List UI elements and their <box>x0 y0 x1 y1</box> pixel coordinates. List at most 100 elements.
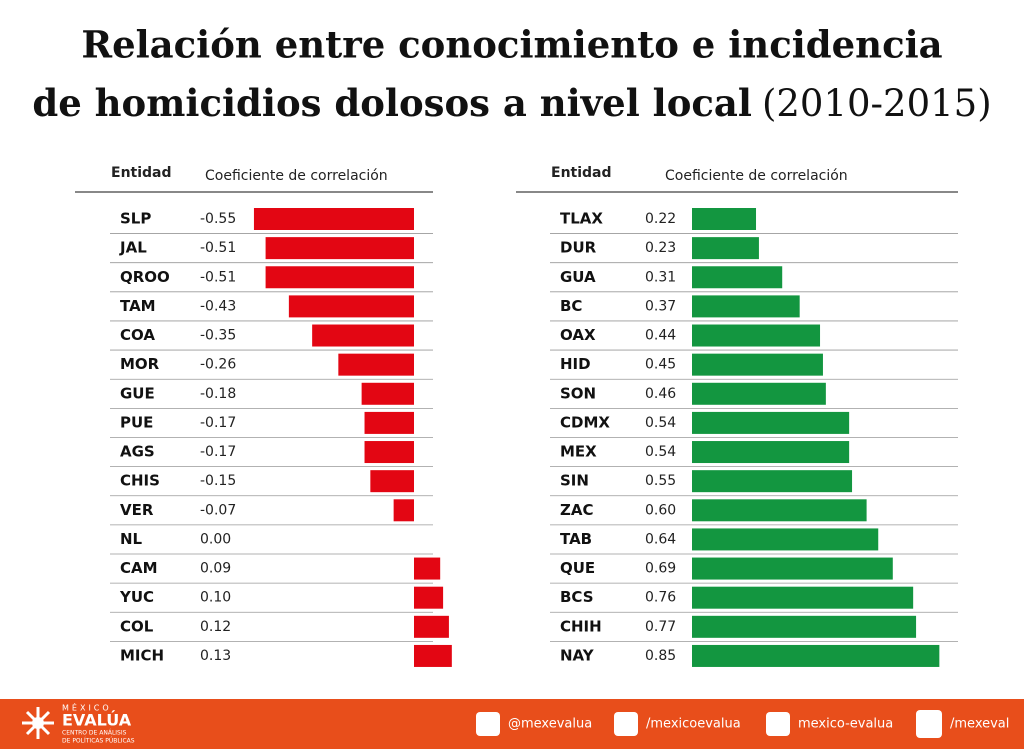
category-label: NAY <box>560 646 595 664</box>
value-label: 0.77 <box>645 619 676 635</box>
period: (2010-2015) <box>762 82 992 125</box>
value-label: 0.09 <box>200 561 231 577</box>
value-label: 0.12 <box>200 619 231 635</box>
footer-bar <box>0 699 1024 749</box>
value-label: -0.18 <box>200 386 236 402</box>
category-label: QUE <box>560 559 595 577</box>
bar <box>692 353 823 376</box>
bar <box>364 411 414 434</box>
bar <box>393 499 414 522</box>
bar <box>692 382 826 405</box>
value-label: 0.10 <box>200 590 231 606</box>
bar <box>414 586 444 609</box>
category-label: AGS <box>120 443 155 461</box>
value-label: 0.31 <box>645 269 676 285</box>
youtube-icon[interactable] <box>916 710 942 738</box>
bar <box>364 441 414 464</box>
bar <box>692 237 759 260</box>
social-handle[interactable]: mexico-evalua <box>798 717 893 732</box>
category-label: COA <box>120 326 155 344</box>
value-label: 0.22 <box>645 211 676 227</box>
title-line: de homicidios dolosos a nivel local (2010… <box>32 81 991 125</box>
bar <box>338 353 414 376</box>
category-label: SIN <box>560 472 589 490</box>
bar <box>414 644 452 667</box>
category-label: SON <box>560 384 596 402</box>
category-label: BCS <box>560 588 594 606</box>
value-label: -0.55 <box>200 211 236 227</box>
category-label: SLP <box>120 210 151 228</box>
value-label: -0.17 <box>200 444 236 460</box>
category-label: MICH <box>120 646 164 664</box>
category-label: VER <box>120 501 154 519</box>
category-label: CHIH <box>560 617 602 635</box>
category-label: OAX <box>560 326 596 344</box>
value-label: 0.46 <box>645 386 676 402</box>
bar <box>692 499 867 522</box>
logo <box>22 707 54 739</box>
social-handle[interactable]: /mexeval <box>950 717 1009 732</box>
category-label: TAM <box>120 297 156 315</box>
category-label: GUE <box>120 384 155 402</box>
value-label: -0.35 <box>200 328 236 344</box>
bar <box>692 208 757 230</box>
bar <box>312 324 414 347</box>
value-label: 0.85 <box>645 648 676 664</box>
category-label: HID <box>560 355 591 373</box>
column-header: Entidad <box>111 165 172 181</box>
category-label: GUA <box>560 268 596 286</box>
title-line: de homicidios dolosos a nivel local <box>32 81 752 125</box>
value-label: 0.54 <box>645 415 676 431</box>
category-label: CHIS <box>120 472 160 490</box>
value-label: -0.07 <box>200 502 236 518</box>
category-label: ZAC <box>560 501 594 519</box>
bar <box>692 557 893 580</box>
bar <box>692 586 914 609</box>
category-label: QROO <box>120 268 170 286</box>
social-handle[interactable]: /mexicoevalua <box>646 717 741 732</box>
category-label: NL <box>120 530 143 548</box>
value-label: 0.37 <box>645 298 676 314</box>
linkedin-icon[interactable] <box>766 712 790 736</box>
value-label: 0.45 <box>645 357 676 373</box>
column-header: Coeficiente de correlación <box>205 168 388 184</box>
value-label: 0.00 <box>200 531 231 547</box>
bar <box>692 295 800 318</box>
value-label: -0.17 <box>200 415 236 431</box>
value-label: -0.51 <box>200 269 236 285</box>
bar <box>692 644 940 667</box>
social-handle[interactable]: @mexevalua <box>508 717 592 732</box>
column-header: Coeficiente de correlación <box>665 168 848 184</box>
value-label: -0.51 <box>200 240 236 256</box>
brand: MÉXICO <box>62 702 112 713</box>
bar <box>692 411 850 434</box>
category-label: MEX <box>560 443 597 461</box>
bar <box>414 557 441 580</box>
category-label: JAL <box>119 239 147 257</box>
facebook-icon[interactable] <box>614 712 638 736</box>
value-label: -0.43 <box>200 298 236 314</box>
value-label: 0.69 <box>645 561 676 577</box>
value-label: -0.15 <box>200 473 236 489</box>
category-label: BC <box>560 297 582 315</box>
value-label: 0.55 <box>645 473 676 489</box>
category-label: COL <box>120 617 154 635</box>
twitter-icon[interactable] <box>476 712 500 736</box>
value-label: 0.13 <box>200 648 231 664</box>
category-label: CAM <box>120 559 158 577</box>
category-label: PUE <box>120 413 153 431</box>
bar <box>414 615 449 638</box>
value-label: 0.54 <box>645 444 676 460</box>
value-label: 0.23 <box>645 240 676 256</box>
bar <box>692 528 879 551</box>
category-label: CDMX <box>560 413 610 431</box>
value-label: 0.60 <box>645 502 676 518</box>
bar <box>692 266 783 289</box>
category-label: DUR <box>560 239 597 257</box>
column-header: Entidad <box>551 165 612 181</box>
bar <box>692 615 917 638</box>
bar <box>265 266 414 289</box>
value-label: -0.26 <box>200 357 236 373</box>
bar <box>288 295 414 318</box>
